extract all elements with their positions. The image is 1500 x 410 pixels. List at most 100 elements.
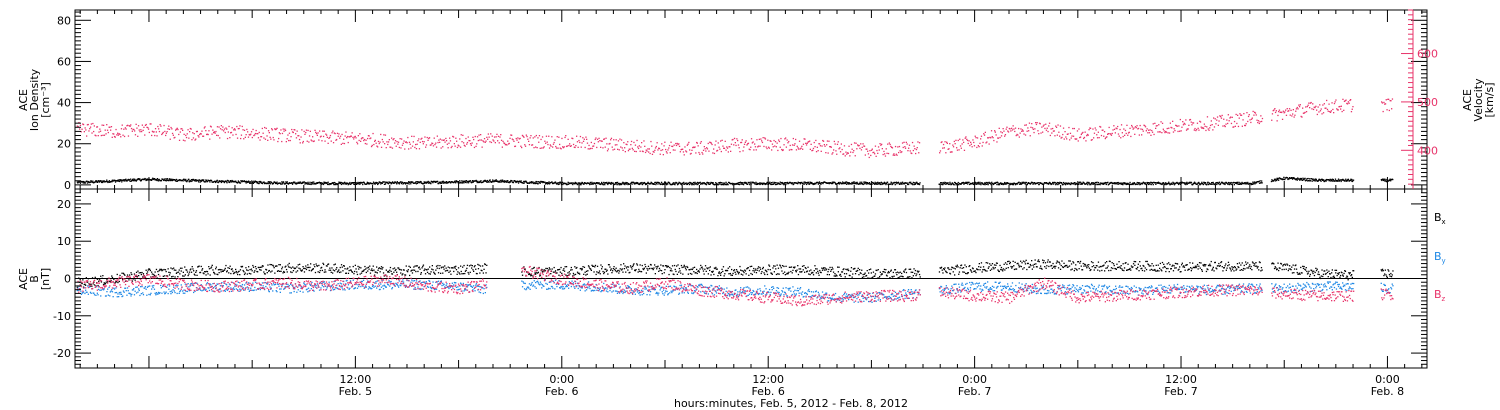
point [1031, 182, 1034, 184]
point [1151, 181, 1153, 184]
point [1298, 178, 1300, 180]
point [1302, 177, 1304, 179]
point [633, 181, 635, 184]
point [809, 148, 811, 150]
point [623, 263, 625, 265]
point [131, 273, 133, 276]
point [188, 181, 190, 183]
point [89, 181, 91, 183]
point [149, 268, 151, 270]
point [353, 273, 355, 275]
point [1230, 181, 1232, 184]
point [634, 269, 636, 271]
point [303, 267, 305, 270]
point [1024, 124, 1026, 126]
point [987, 184, 989, 186]
point [415, 183, 418, 185]
point [494, 142, 496, 144]
point [601, 181, 603, 184]
point [326, 182, 328, 184]
point [859, 181, 861, 183]
point [448, 142, 450, 144]
point [393, 271, 395, 273]
point [773, 139, 775, 142]
point [691, 268, 694, 271]
point [752, 141, 754, 143]
point [673, 273, 675, 276]
point [1081, 183, 1084, 185]
point [257, 266, 259, 269]
point [956, 183, 958, 185]
point [617, 269, 619, 272]
point [385, 269, 387, 271]
point [782, 182, 784, 185]
point [704, 148, 706, 150]
point [1054, 182, 1056, 184]
point [910, 181, 912, 183]
point [226, 270, 228, 272]
point [313, 264, 315, 266]
point [221, 129, 223, 131]
point [1073, 127, 1075, 130]
point [133, 180, 135, 182]
point [1145, 130, 1147, 132]
point [407, 136, 409, 139]
point [1103, 135, 1105, 137]
point [713, 148, 715, 150]
point [228, 272, 230, 274]
point [908, 147, 910, 149]
point [810, 182, 812, 184]
point [1223, 182, 1226, 184]
point [400, 269, 403, 271]
point [882, 153, 884, 156]
point [596, 138, 599, 140]
point [1105, 182, 1107, 184]
point [525, 134, 527, 136]
point [732, 138, 734, 141]
point [1227, 114, 1229, 116]
point [220, 180, 222, 182]
point [783, 182, 785, 184]
point [269, 181, 271, 183]
point [688, 141, 690, 144]
point [202, 272, 204, 274]
point [1022, 182, 1024, 184]
point [871, 183, 873, 185]
point [518, 138, 520, 140]
point [887, 143, 889, 145]
point [670, 141, 672, 143]
point [367, 270, 369, 272]
point [1022, 130, 1024, 132]
point [1021, 181, 1023, 183]
point [598, 270, 601, 272]
point [671, 145, 673, 147]
point [1384, 178, 1386, 180]
point [383, 183, 386, 185]
point [299, 263, 301, 265]
point [417, 270, 419, 273]
point [80, 282, 83, 284]
point [138, 129, 140, 131]
point [1391, 108, 1393, 110]
point [967, 142, 969, 145]
point [387, 271, 389, 273]
point [226, 182, 228, 184]
point [722, 270, 724, 273]
point [483, 268, 485, 270]
point [144, 277, 147, 279]
point [1335, 99, 1337, 101]
point [994, 131, 996, 133]
point [1184, 183, 1186, 185]
point [453, 143, 455, 145]
point [271, 182, 273, 184]
point [351, 132, 353, 134]
point [641, 150, 644, 152]
point [236, 272, 238, 274]
point [532, 181, 534, 183]
point [870, 154, 872, 157]
point [774, 183, 777, 186]
point [599, 140, 601, 142]
point [638, 145, 640, 147]
point [202, 135, 204, 137]
point [610, 269, 612, 271]
